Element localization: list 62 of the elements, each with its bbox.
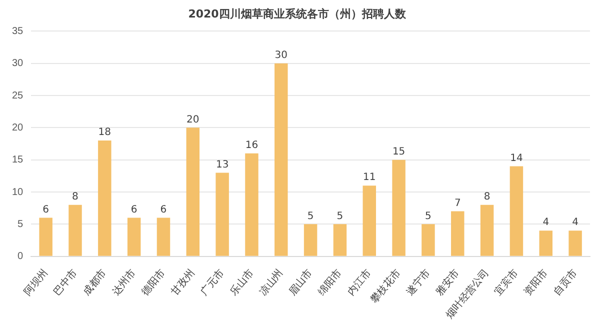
bar — [451, 211, 464, 256]
data-label: 30 — [274, 50, 288, 61]
data-label: 7 — [454, 198, 461, 209]
bar — [362, 186, 376, 256]
data-label: 13 — [216, 159, 229, 170]
data-label: 11 — [363, 172, 376, 184]
bar — [333, 224, 347, 256]
bar — [186, 128, 200, 256]
data-label: 5 — [425, 210, 432, 222]
bar — [127, 218, 141, 256]
x-tick-label: 巴中市 — [51, 267, 80, 298]
x-tick-label: 达州市 — [110, 267, 138, 298]
data-label: 6 — [130, 204, 138, 216]
x-tick-label: 资阳市 — [522, 267, 550, 298]
x-tick-label: 甘孜州 — [168, 267, 198, 298]
data-label: 15 — [392, 146, 406, 158]
data-label: 4 — [572, 217, 578, 228]
x-tick-label: 遂宁市 — [404, 267, 433, 298]
data-label: 14 — [510, 152, 523, 164]
y-tick-label: 0 — [18, 251, 24, 262]
bar — [274, 63, 288, 256]
data-label: 8 — [72, 191, 78, 202]
bar — [39, 218, 52, 256]
bar — [245, 153, 258, 256]
data-label: 16 — [245, 140, 258, 152]
x-tick-label: 绵阳市 — [316, 267, 344, 298]
data-label: 6 — [160, 204, 167, 216]
y-tick-label: 30 — [12, 58, 24, 70]
y-tick-label: 10 — [12, 186, 24, 198]
bar — [98, 140, 112, 256]
x-tick-label: 成都市 — [80, 267, 109, 298]
data-label: 4 — [542, 217, 550, 228]
bar — [539, 230, 552, 256]
data-label: 5 — [307, 210, 314, 222]
bar — [480, 204, 494, 256]
x-tick-label: 自贡市 — [551, 267, 580, 298]
x-tick-label: 乐山市 — [228, 267, 256, 298]
x-tick-label: 阿坝州 — [22, 267, 50, 298]
data-label: 8 — [484, 191, 490, 202]
bar — [304, 224, 318, 256]
y-tick-label: 15 — [12, 154, 24, 166]
data-label: 5 — [336, 210, 344, 222]
y-tick-label: 35 — [12, 26, 24, 37]
x-tick-label: 凉山州 — [256, 267, 286, 298]
y-tick-label: 25 — [12, 90, 24, 102]
x-tick-label: 宜宾市 — [492, 267, 521, 298]
bar — [392, 160, 406, 256]
chart-title: 2020四川烟草商业系统各市（州）招聘人数 — [188, 7, 407, 20]
data-label: 6 — [42, 204, 50, 216]
x-tick-label: 广元市 — [198, 267, 227, 298]
bar — [422, 224, 435, 256]
data-label: 20 — [186, 114, 200, 126]
bar — [68, 204, 82, 256]
bar — [568, 230, 582, 256]
x-tick-label: 德阳市 — [139, 267, 168, 298]
y-tick-label: 20 — [12, 122, 24, 134]
x-tick-label: 眉山市 — [286, 267, 315, 298]
data-label: 18 — [98, 127, 112, 138]
y-tick-label: 5 — [18, 218, 24, 230]
bar — [510, 166, 524, 256]
bar — [216, 172, 229, 256]
bar — [156, 218, 170, 256]
